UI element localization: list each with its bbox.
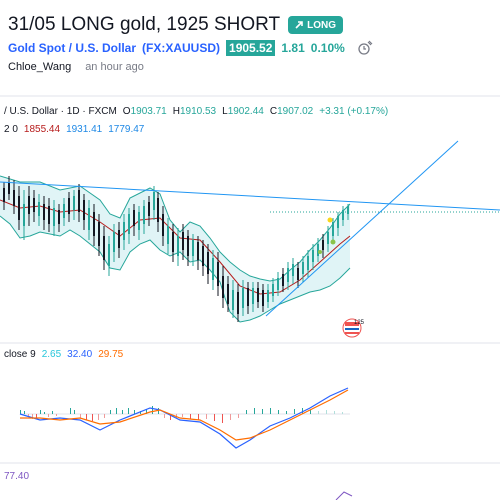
- ohlc-legend: / U.S. Dollar · 1D · FXCM O1903.71 H1910…: [4, 106, 388, 117]
- bb-prefix: 2 0: [4, 124, 18, 135]
- macd-legend: close 9 2.65 32.40 29.75: [4, 349, 123, 360]
- idea-title: 31/05 LONG gold, 1925 SHORT: [8, 14, 281, 35]
- long-badge: LONG: [288, 16, 344, 34]
- macd-prefix: close 9: [4, 349, 36, 360]
- ticker-link[interactable]: (FX:XAUUSD): [142, 41, 221, 55]
- svg-text:125: 125: [354, 320, 365, 326]
- symbol-link[interactable]: Gold Spot / U.S. Dollar: [8, 41, 137, 55]
- economic-event-icon[interactable]: 125: [342, 318, 365, 338]
- price-change: 1.81: [281, 41, 305, 55]
- arrow-up-icon: [295, 21, 303, 29]
- o-label: O: [122, 106, 131, 117]
- author-link[interactable]: Chloe_Wang: [8, 61, 72, 73]
- idea-header: 31/05 LONG gold, 1925 SHORT LONG Gold Sp…: [0, 0, 500, 88]
- o-value: 1903.71: [130, 106, 167, 117]
- calendar-event-icon[interactable]: [357, 40, 373, 56]
- l-value: 1902.44: [227, 106, 264, 117]
- h-value: 1910.53: [179, 106, 217, 117]
- bb-basis: 1855.44: [23, 124, 61, 135]
- macd-histogram: [20, 406, 343, 423]
- rsi-value: 77.40: [4, 471, 30, 482]
- delta-value: +3.31 (+0.17%): [319, 106, 389, 117]
- price-box: 1905.52: [226, 40, 276, 56]
- candles: [3, 176, 349, 322]
- price-change-pct: 0.10%: [310, 41, 345, 55]
- h-label: H: [172, 106, 180, 117]
- bb-lower: 1779.47: [108, 124, 145, 135]
- macd-value: 32.40: [67, 349, 93, 360]
- bb-upper: 1931.41: [66, 124, 103, 135]
- macd-hist-value: 2.65: [41, 349, 62, 360]
- l-label: L: [222, 106, 228, 117]
- macd-signal-value: 29.75: [98, 349, 124, 360]
- c-label: C: [269, 106, 278, 117]
- badge-label: LONG: [307, 19, 337, 31]
- bb-legend: 2 0 1855.44 1931.41 1779.47: [4, 124, 144, 135]
- rsi-legend: 77.40: [4, 471, 29, 482]
- c-value: 1907.02: [277, 106, 314, 117]
- resistance-line: [0, 181, 500, 211]
- support-line: [265, 140, 459, 317]
- publish-time: an hour ago: [85, 61, 144, 73]
- symbol-line: / U.S. Dollar · 1D · FXCM: [4, 106, 117, 117]
